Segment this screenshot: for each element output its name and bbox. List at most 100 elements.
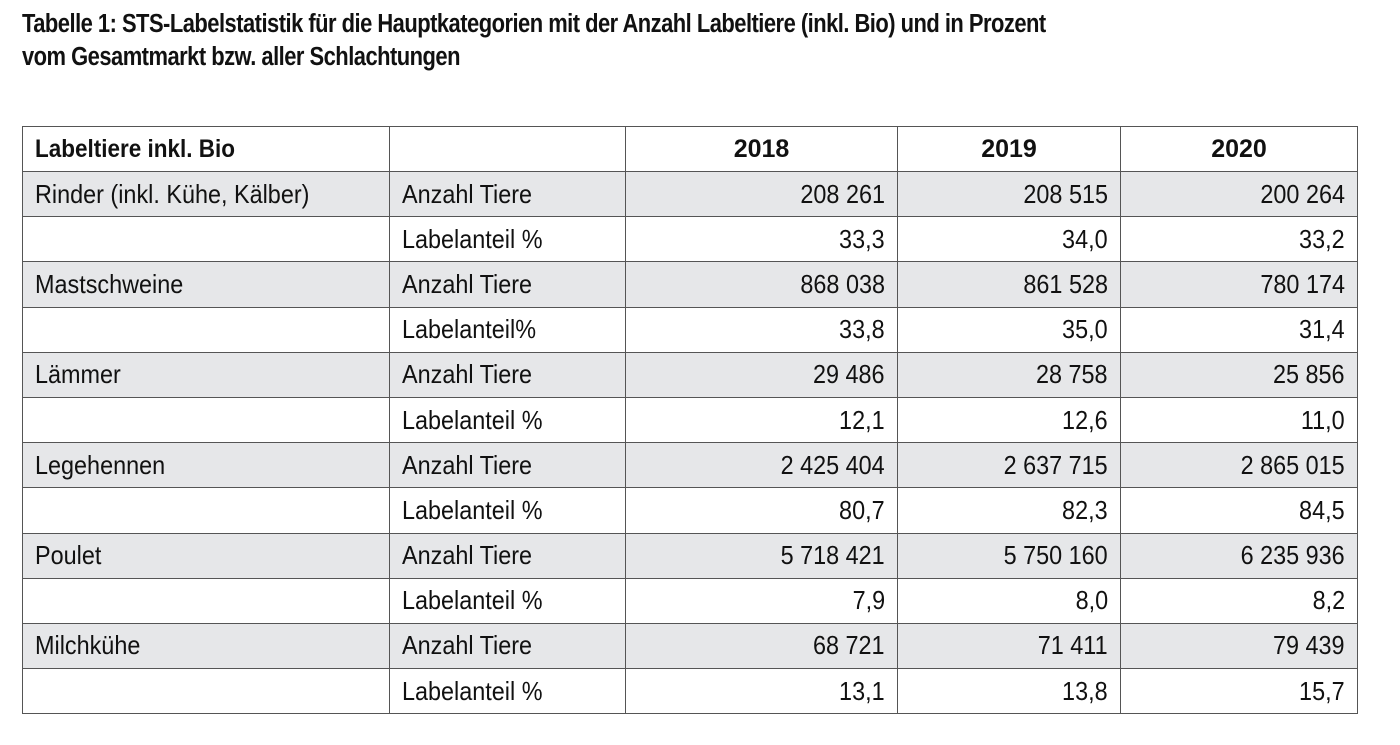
category-label: Mastschweine bbox=[35, 268, 184, 299]
category-label-cell: Legehennen bbox=[22, 442, 390, 489]
table-row: Mastschweine Anzahl Tiere 868 038 861 528 78… bbox=[22, 261, 1358, 308]
measure-label-cell: Anzahl Tiere bbox=[389, 442, 626, 489]
measure-label-cell: Anzahl Tiere bbox=[389, 261, 626, 308]
value-2018: 68 721 bbox=[813, 630, 885, 661]
value-2019-cell: 35,0 bbox=[897, 306, 1121, 353]
value-2018-cell: 868 038 bbox=[625, 261, 898, 308]
value-2018: 13,1 bbox=[839, 675, 885, 706]
measure-label-cell: Labelanteil % bbox=[389, 487, 626, 534]
value-2018-cell: 80,7 bbox=[625, 487, 898, 534]
caption-line-1: Tabelle 1: STS-Labelstatistik für die Ha… bbox=[22, 10, 1046, 38]
table-caption: Tabelle 1: STS-Labelstatistik für die Ha… bbox=[22, 8, 1381, 74]
category-label: Poulet bbox=[35, 540, 102, 571]
value-2019: 8,0 bbox=[1075, 585, 1108, 616]
header-label: Labeltiere inkl. Bio bbox=[35, 134, 236, 163]
value-2019: 2 637 715 bbox=[1003, 449, 1108, 480]
value-2018-cell: 29 486 bbox=[625, 351, 898, 398]
measure-label-cell: Anzahl Tiere bbox=[389, 622, 626, 670]
header-row: Labeltiere inkl. Bio 2018 2019 2020 bbox=[22, 126, 1358, 172]
value-2020-cell: 8,2 bbox=[1120, 577, 1358, 624]
value-2019: 82,3 bbox=[1062, 494, 1108, 525]
header-year-2018: 2018 bbox=[625, 126, 898, 172]
category-label: Legehennen bbox=[35, 449, 166, 480]
value-2018-cell: 68 721 bbox=[625, 622, 898, 670]
table-row: Labelanteil % 33,3 34,0 33,2 bbox=[22, 216, 1358, 263]
category-label-cell: Mastschweine bbox=[22, 261, 390, 308]
measure-label-cell: Anzahl Tiere bbox=[389, 170, 626, 218]
measure-label-cell: Labelanteil % bbox=[389, 668, 626, 715]
measure-label: Anzahl Tiere bbox=[402, 178, 533, 209]
category-label-cell: Poulet bbox=[22, 532, 390, 579]
value-2018: 33,8 bbox=[839, 314, 885, 345]
table-row: Poulet Anzahl Tiere 5 718 421 5 750 160 6 23… bbox=[22, 532, 1358, 579]
value-2020-cell: 780 174 bbox=[1120, 261, 1358, 308]
measure-label: Labelanteil % bbox=[402, 494, 543, 525]
value-2020-cell: 84,5 bbox=[1120, 487, 1358, 534]
category-label-cell bbox=[22, 668, 390, 715]
value-2018: 29 486 bbox=[813, 359, 885, 390]
value-2020: 33,2 bbox=[1299, 223, 1345, 254]
measure-label-cell: Anzahl Tiere bbox=[389, 351, 626, 398]
measure-label: Anzahl Tiere bbox=[402, 540, 533, 571]
table-row: Labelanteil% 33,8 35,0 31,4 bbox=[22, 306, 1358, 353]
value-2019-cell: 861 528 bbox=[897, 261, 1121, 308]
value-2020: 200 264 bbox=[1260, 178, 1345, 209]
value-2019-cell: 71 411 bbox=[897, 622, 1121, 670]
value-2018-cell: 33,8 bbox=[625, 306, 898, 353]
measure-label-cell: Labelanteil % bbox=[389, 577, 626, 624]
category-label-cell bbox=[22, 487, 390, 534]
value-2019-cell: 34,0 bbox=[897, 216, 1121, 263]
category-label-cell bbox=[22, 216, 390, 263]
table-row: Labelanteil % 7,9 8,0 8,2 bbox=[22, 577, 1358, 624]
header-year-2020: 2020 bbox=[1120, 126, 1358, 172]
value-2019: 34,0 bbox=[1062, 223, 1108, 254]
header-year-2019: 2019 bbox=[897, 126, 1121, 172]
measure-label: Labelanteil % bbox=[402, 223, 543, 254]
measure-label-cell: Anzahl Tiere bbox=[389, 532, 626, 579]
value-2018-cell: 12,1 bbox=[625, 396, 898, 444]
measure-label-cell: Labelanteil % bbox=[389, 396, 626, 444]
value-2019-cell: 82,3 bbox=[897, 487, 1121, 534]
measure-label: Labelanteil % bbox=[402, 585, 543, 616]
measure-label-cell: Labelanteil % bbox=[389, 216, 626, 263]
value-2020: 31,4 bbox=[1299, 314, 1345, 345]
value-2019-cell: 2 637 715 bbox=[897, 442, 1121, 489]
value-2018: 12,1 bbox=[839, 404, 885, 435]
measure-label: Anzahl Tiere bbox=[402, 630, 533, 661]
category-label-cell bbox=[22, 577, 390, 624]
value-2019: 35,0 bbox=[1062, 314, 1108, 345]
table-row: Labelanteil % 80,7 82,3 84,5 bbox=[22, 487, 1358, 534]
value-2019: 13,8 bbox=[1062, 675, 1108, 706]
value-2019: 28 758 bbox=[1036, 359, 1108, 390]
value-2019-cell: 28 758 bbox=[897, 351, 1121, 398]
value-2018-cell: 13,1 bbox=[625, 668, 898, 715]
measure-label: Labelanteil % bbox=[402, 404, 543, 435]
caption-line-2: vom Gesamtmarkt bzw. aller Schlachtungen bbox=[22, 43, 461, 71]
category-label: Milchkühe bbox=[35, 630, 141, 661]
category-label-cell: Rinder (inkl. Kühe, Kälber) bbox=[22, 170, 390, 218]
value-2018: 7,9 bbox=[852, 585, 885, 616]
value-2020-cell: 200 264 bbox=[1120, 170, 1358, 218]
value-2020: 780 174 bbox=[1260, 268, 1345, 299]
table-row: Rinder (inkl. Kühe, Kälber) Anzahl Tiere 2… bbox=[22, 170, 1358, 218]
category-label-cell bbox=[22, 396, 390, 444]
measure-label: Labelanteil% bbox=[402, 314, 537, 345]
value-2020: 6 235 936 bbox=[1240, 540, 1345, 571]
value-2020: 79 439 bbox=[1273, 630, 1345, 661]
header-label-cell: Labeltiere inkl. Bio bbox=[22, 126, 390, 172]
value-2019: 12,6 bbox=[1062, 404, 1108, 435]
category-label-cell: Lämmer bbox=[22, 351, 390, 398]
value-2019: 5 750 160 bbox=[1003, 540, 1108, 571]
header-measure-cell bbox=[389, 126, 626, 172]
value-2018: 2 425 404 bbox=[780, 449, 885, 480]
value-2018: 80,7 bbox=[839, 494, 885, 525]
label-statistics-table: Labeltiere inkl. Bio 2018 2019 2020 Rind… bbox=[22, 126, 1358, 715]
value-2018-cell: 7,9 bbox=[625, 577, 898, 624]
value-2018: 208 261 bbox=[800, 178, 885, 209]
value-2020-cell: 11,0 bbox=[1120, 396, 1358, 444]
value-2019-cell: 8,0 bbox=[897, 577, 1121, 624]
category-label-cell: Milchkühe bbox=[22, 622, 390, 670]
value-2018: 868 038 bbox=[800, 268, 885, 299]
category-label: Rinder (inkl. Kühe, Kälber) bbox=[35, 178, 310, 209]
value-2019-cell: 5 750 160 bbox=[897, 532, 1121, 579]
